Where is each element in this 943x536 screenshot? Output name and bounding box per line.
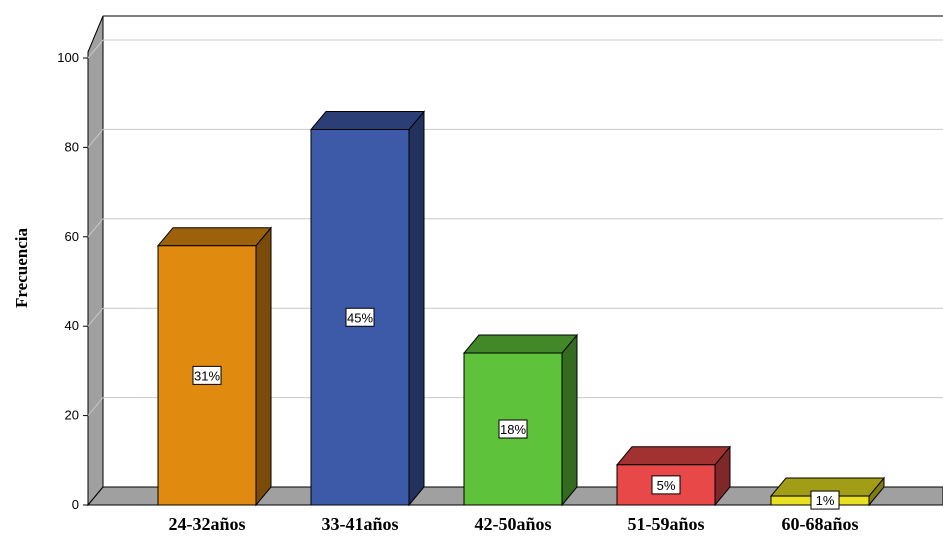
x-tick-label: 33-41años	[321, 514, 398, 534]
bar-top	[156, 227, 273, 247]
y-tick-label: 0	[72, 497, 79, 512]
plot-side-wall	[87, 15, 104, 507]
data-label-box	[498, 419, 528, 439]
bar-top	[462, 334, 579, 354]
data-label-box	[651, 475, 681, 495]
data-label: 1%	[816, 493, 835, 508]
data-label-box	[192, 365, 222, 385]
data-label: 45%	[347, 310, 373, 325]
bar-side	[255, 226, 272, 507]
x-tick-label: 24-32años	[168, 514, 245, 534]
data-label: 18%	[500, 422, 526, 437]
bar-side	[561, 333, 578, 507]
y-tick-label: 20	[65, 408, 79, 423]
data-label-box	[345, 307, 375, 327]
y-tick-label: 60	[65, 229, 79, 244]
bars-layer	[156, 110, 886, 507]
gridline-side	[87, 218, 104, 238]
gridline-side	[87, 307, 104, 327]
data-label: 31%	[194, 368, 220, 383]
gridline-side	[87, 39, 104, 59]
y-tick-label: 80	[65, 139, 79, 154]
bar-top	[309, 111, 426, 131]
bar-top	[615, 446, 732, 466]
x-tick-label: 60-68años	[781, 514, 858, 534]
bar-side	[408, 110, 425, 507]
y-tick-label: 40	[65, 318, 79, 333]
y-axis-title: Frecuencia	[12, 228, 31, 308]
gridline-side	[87, 397, 104, 416]
data-label: 5%	[657, 478, 676, 493]
gridline-side	[87, 129, 104, 148]
y-tick-label: 100	[57, 50, 79, 65]
x-tick-label: 51-59años	[627, 514, 704, 534]
x-tick-label: 42-50años	[474, 514, 551, 534]
data-label-box	[810, 490, 840, 510]
labels-layer: 0 20 40 60 80 100 31% 24-32años 45% 33-41años 18% 4…	[57, 50, 858, 534]
